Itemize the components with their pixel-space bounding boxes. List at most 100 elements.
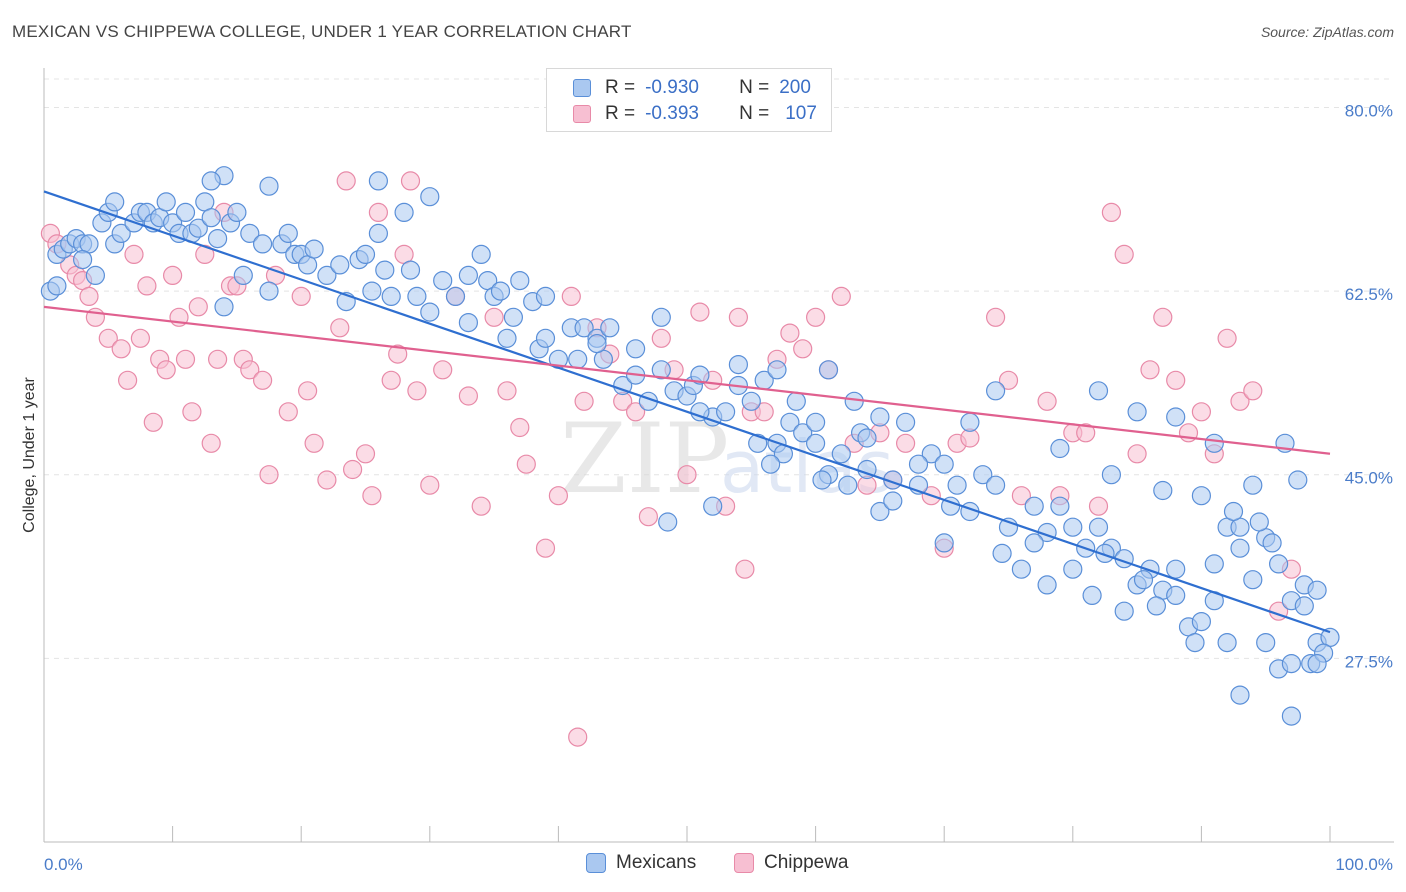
mexicans-point (767, 360, 787, 380)
chippewa-point (1114, 244, 1134, 264)
chippewa-point (407, 381, 427, 401)
mexicans-point (214, 297, 234, 317)
chippewa-point (433, 360, 453, 380)
bottom-legend-label: Mexicans (616, 852, 697, 873)
bottom-legend-label: Chippewa (764, 852, 849, 873)
chippewa-point (548, 486, 569, 506)
mexicans-point (1063, 517, 1083, 537)
chippewa-point (677, 465, 697, 485)
chippewa-point (1243, 381, 1263, 401)
chippewa-point (201, 433, 221, 453)
chippewa-point (175, 349, 196, 369)
mexicans-point (400, 260, 421, 280)
chippewa-point (278, 402, 298, 422)
mexicans-point (587, 334, 607, 354)
mexicans-point (1223, 501, 1244, 522)
bottom-legend-swatch-pink (734, 853, 754, 873)
mexicans-point (420, 302, 440, 322)
mexicans-point (420, 187, 440, 207)
mexicans-point (1088, 517, 1109, 537)
y-tick-label: 80.0% (1345, 101, 1393, 120)
chippewa-point (793, 339, 813, 359)
legend-r-label: R = (605, 103, 636, 124)
chippewa-point (728, 307, 749, 327)
mexicans-point (1262, 533, 1282, 553)
mexicans-point (1153, 480, 1173, 501)
mexicans-point (535, 286, 556, 306)
mexicans-point (111, 223, 131, 243)
watermark-zip: ZIP (560, 403, 729, 515)
y-tick-label: 27.5% (1345, 652, 1393, 671)
legend-n-value: 107 (785, 103, 817, 124)
mexicans-point (748, 433, 768, 453)
mexicans-point (908, 454, 929, 474)
mexicans-point (1256, 632, 1276, 653)
legend: R = -0.930 N = 200 R = -0.393 N = 107 (546, 68, 832, 132)
chippewa-point (330, 318, 350, 338)
mexicans-point (503, 307, 524, 327)
mexicans-point (1217, 632, 1237, 653)
chippewa-point (516, 454, 536, 474)
mexicans-point (490, 281, 511, 301)
mexicans-point (1185, 632, 1205, 653)
mexicans-point (1166, 585, 1186, 606)
mexicans-point (1268, 554, 1289, 574)
mexicans-point (259, 281, 279, 301)
chippewa-point (895, 433, 916, 453)
mexicans-points (40, 166, 1340, 726)
chippewa-point (1101, 202, 1122, 222)
mexicans-point (1249, 512, 1269, 532)
chippewa-point (1037, 391, 1057, 411)
mexicans-point (304, 239, 324, 259)
mexicans-point (728, 355, 749, 375)
mexicans-point (1166, 407, 1186, 427)
mexicans-point (780, 412, 800, 432)
mexicans-point (1146, 596, 1167, 616)
mexicans-point (227, 202, 247, 222)
mexicans-point (690, 402, 710, 422)
mexicans-point (1243, 475, 1263, 495)
mexicans-point (253, 234, 273, 254)
mexicans-point (805, 412, 826, 432)
chippewa-points (40, 171, 1302, 747)
mexicans-point (394, 202, 414, 222)
mexicans-point (1011, 559, 1032, 579)
chippewa-point (458, 386, 478, 406)
mexicans-point (47, 276, 67, 296)
mexicans-point (812, 470, 832, 490)
mexicans-point (381, 286, 401, 306)
mexicans-point (1166, 559, 1186, 579)
mexicans-point (1243, 570, 1263, 590)
chippewa-point (1088, 496, 1109, 516)
mexicans-point (1088, 381, 1109, 401)
chippewa-point (651, 328, 671, 348)
chippewa-point (240, 360, 260, 380)
mexicans-point (1281, 653, 1302, 674)
mexicans-point (188, 218, 208, 238)
mexicans-point (355, 244, 376, 264)
mexicans-point (805, 433, 826, 453)
chippewa-point (188, 297, 208, 317)
mexicans-point (985, 381, 1006, 401)
chippewa-point (1011, 486, 1032, 506)
mexicans-point (1191, 611, 1212, 632)
chart-source: Source: ZipAtlas.com (1260, 24, 1394, 40)
mexicans-point (760, 454, 781, 474)
chippewa-point (510, 417, 530, 438)
mexicans-point (870, 501, 890, 522)
mexicans-point (105, 192, 125, 212)
mexicans-point (471, 244, 491, 264)
chippewa-point (362, 486, 382, 506)
y-tick-label: 45.0% (1345, 469, 1393, 488)
mexicans-point (433, 271, 453, 291)
chippewa-point (998, 370, 1019, 390)
mexicans-point (1127, 402, 1147, 422)
mexicans-point (934, 454, 954, 474)
mexicans-point (233, 265, 253, 285)
mexicans-point (445, 286, 466, 306)
mexicans-point (497, 328, 517, 348)
chippewa-point (291, 286, 311, 306)
legend-n-label: N = (739, 77, 770, 98)
mexicans-point (690, 365, 710, 385)
chippewa-point (690, 302, 710, 322)
